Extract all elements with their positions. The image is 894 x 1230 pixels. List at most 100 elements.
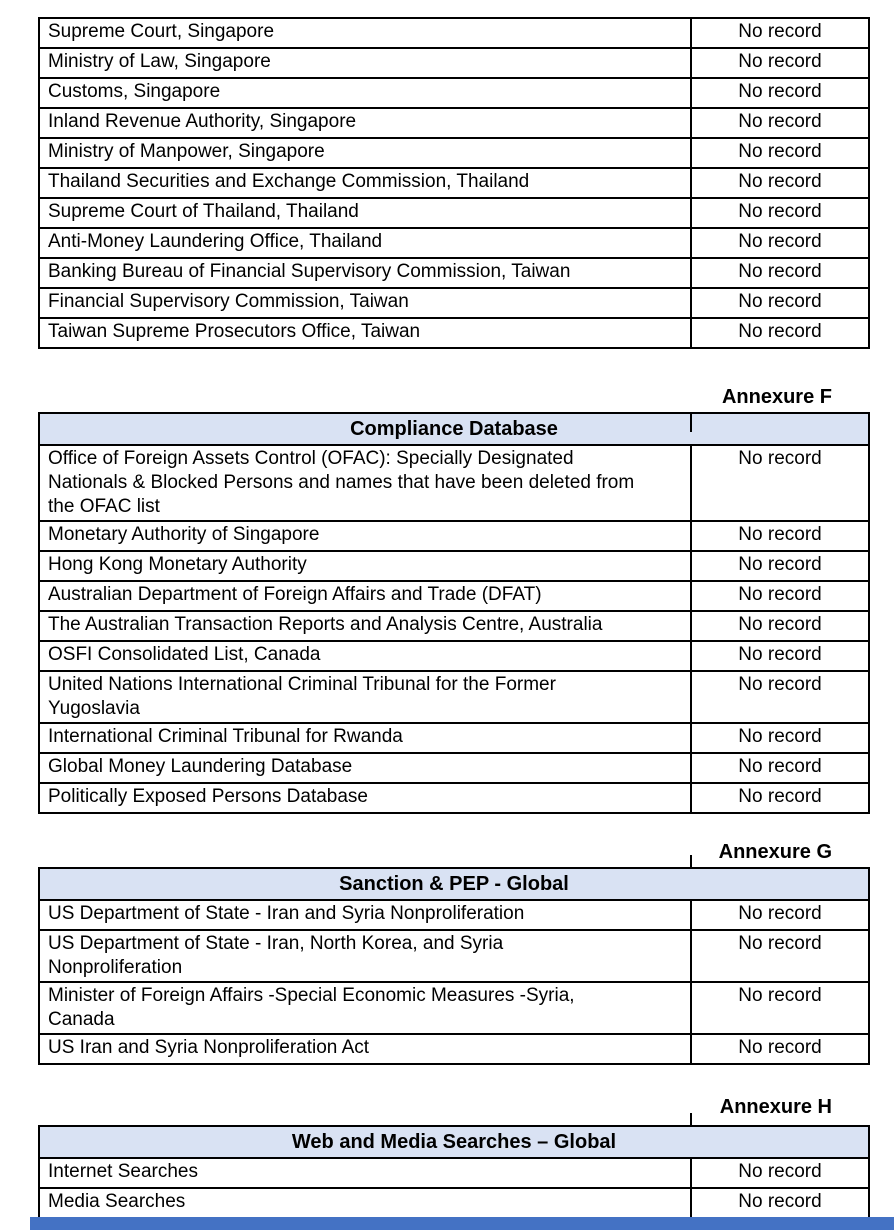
result-cell: No record <box>689 640 871 672</box>
column-divider-artifact <box>690 855 692 867</box>
page-content: Supreme Court, Singapore No record Minis… <box>0 17 894 1219</box>
table-row: Taiwan Supreme Prosecutors Office, Taiwa… <box>38 317 870 349</box>
table-row: Banking Bureau of Financial Supervisory … <box>38 257 870 289</box>
result-cell: No record <box>690 197 870 229</box>
table-section-continuation: Supreme Court, Singapore No record Minis… <box>38 17 894 349</box>
table-wrap-annexure-h: Web and Media Searches – Global Internet… <box>38 1113 870 1219</box>
table-row: Politically Exposed Persons Database No … <box>38 782 871 814</box>
result-cell: No record <box>689 782 871 814</box>
source-cell: Supreme Court of Thailand, Thailand <box>38 197 692 229</box>
source-cell: Thailand Securities and Exchange Commiss… <box>38 167 692 199</box>
result-cell: No record <box>690 17 870 49</box>
column-divider-artifact <box>690 414 692 432</box>
source-cell: Anti-Money Laundering Office, Thailand <box>38 227 692 259</box>
source-cell: Banking Bureau of Financial Supervisory … <box>38 257 692 289</box>
table-row: US Department of State - Iran and Syria … <box>38 899 871 931</box>
result-cell: No record <box>690 287 870 319</box>
result-cell: No record <box>689 1033 871 1065</box>
result-cell: No record <box>690 257 870 289</box>
table-title: Sanction & PEP - Global <box>37 867 871 901</box>
result-cell: No record <box>690 137 870 169</box>
table-row: United Nations International Criminal Tr… <box>38 670 871 724</box>
result-cell: No record <box>689 550 871 582</box>
table-row: Anti-Money Laundering Office, Thailand N… <box>38 227 870 259</box>
source-cell: Hong Kong Monetary Authority <box>38 550 692 582</box>
result-cell: No record <box>690 167 870 199</box>
annexure-f-label: Annexure F <box>721 386 832 408</box>
table-section-annexure-h: Annexure H Web and Media Searches – Glob… <box>38 1097 894 1219</box>
table-wrap-continuation: Supreme Court, Singapore No record Minis… <box>38 17 870 349</box>
source-cell: Supreme Court, Singapore <box>38 17 692 49</box>
result-cell: No record <box>689 752 871 784</box>
table-row: Australian Department of Foreign Affairs… <box>38 580 871 612</box>
source-cell: US Department of State - Iran and Syria … <box>38 899 692 931</box>
source-cell: Customs, Singapore <box>38 77 692 109</box>
table-row: US Iran and Syria Nonproliferation Act N… <box>38 1033 871 1065</box>
result-cell: No record <box>690 107 870 139</box>
table-section-annexure-g: Annexure G Sanction & PEP - Global US De… <box>37 842 894 1065</box>
table-row: Media Searches No record <box>38 1187 870 1219</box>
table-row: Supreme Court of Thailand, Thailand No r… <box>38 197 870 229</box>
table-row: Customs, Singapore No record <box>38 77 870 109</box>
result-cell: No record <box>689 722 871 754</box>
table-row: Internet Searches No record <box>38 1157 870 1189</box>
column-divider-artifact <box>690 1113 692 1125</box>
table-header-row: Web and Media Searches – Global <box>38 1125 870 1159</box>
source-cell: Ministry of Law, Singapore <box>38 47 692 79</box>
result-cell: No record <box>690 227 870 259</box>
table-title: Compliance Database <box>37 412 871 446</box>
table-row: Thailand Securities and Exchange Commiss… <box>38 167 870 199</box>
result-cell: No record <box>689 520 871 552</box>
table-title: Web and Media Searches – Global <box>38 1125 870 1159</box>
source-cell: US Department of State - Iran, North Kor… <box>38 929 692 983</box>
result-cell: No record <box>689 981 871 1035</box>
table-row: Office of Foreign Assets Control (OFAC):… <box>38 444 871 522</box>
result-cell: No record <box>689 580 871 612</box>
source-cell: Inland Revenue Authority, Singapore <box>38 107 692 139</box>
table-row: Monetary Authority of Singapore No recor… <box>38 520 871 552</box>
source-cell: Global Money Laundering Database <box>38 752 692 784</box>
source-cell: Australian Department of Foreign Affairs… <box>38 580 692 612</box>
result-cell: No record <box>690 47 870 79</box>
records-table-sanction-pep: Sanction & PEP - Global US Department of… <box>37 867 871 1065</box>
result-cell: No record <box>690 1187 870 1219</box>
table-row: Inland Revenue Authority, Singapore No r… <box>38 107 870 139</box>
result-cell: No record <box>689 670 871 724</box>
table-row: International Criminal Tribunal for Rwan… <box>38 722 871 754</box>
table-row: Ministry of Manpower, Singapore No recor… <box>38 137 870 169</box>
result-cell: No record <box>690 1157 870 1189</box>
result-cell: No record <box>689 610 871 642</box>
result-cell: No record <box>689 444 871 522</box>
result-cell: No record <box>689 899 871 931</box>
source-cell: Financial Supervisory Commission, Taiwan <box>38 287 692 319</box>
source-cell: United Nations International Criminal Tr… <box>38 670 692 724</box>
source-cell: Internet Searches <box>38 1157 692 1189</box>
source-cell: US Iran and Syria Nonproliferation Act <box>38 1033 692 1065</box>
table-row: Hong Kong Monetary Authority No record <box>38 550 871 582</box>
source-cell: International Criminal Tribunal for Rwan… <box>38 722 692 754</box>
table-row: The Australian Transaction Reports and A… <box>38 610 871 642</box>
source-cell: Minister of Foreign Affairs -Special Eco… <box>38 981 692 1035</box>
table-row: Financial Supervisory Commission, Taiwan… <box>38 287 870 319</box>
source-cell: Monetary Authority of Singapore <box>38 520 692 552</box>
records-table-continuation: Supreme Court, Singapore No record Minis… <box>38 17 870 349</box>
source-cell: The Australian Transaction Reports and A… <box>38 610 692 642</box>
records-table-web-media-searches: Web and Media Searches – Global Internet… <box>38 1125 870 1219</box>
table-row: US Department of State - Iran, North Kor… <box>38 929 871 983</box>
source-cell: Taiwan Supreme Prosecutors Office, Taiwa… <box>38 317 692 349</box>
table-section-annexure-f: Annexure F Compliance Database Office of… <box>37 386 894 814</box>
source-cell: OSFI Consolidated List, Canada <box>38 640 692 672</box>
source-cell: Ministry of Manpower, Singapore <box>38 137 692 169</box>
result-cell: No record <box>689 929 871 983</box>
table-row: Minister of Foreign Affairs -Special Eco… <box>38 981 871 1035</box>
table-wrap-annexure-g: Sanction & PEP - Global US Department of… <box>37 855 871 1065</box>
table-row: Supreme Court, Singapore No record <box>38 17 870 49</box>
source-cell: Politically Exposed Persons Database <box>38 782 692 814</box>
table-row: Ministry of Law, Singapore No record <box>38 47 870 79</box>
table-wrap-annexure-f: Compliance Database Office of Foreign As… <box>37 412 871 814</box>
table-row: OSFI Consolidated List, Canada No record <box>38 640 871 672</box>
annexure-h-label: Annexure H <box>719 1096 832 1118</box>
records-table-compliance-database: Compliance Database Office of Foreign As… <box>37 412 871 814</box>
source-cell: Office of Foreign Assets Control (OFAC):… <box>38 444 692 522</box>
